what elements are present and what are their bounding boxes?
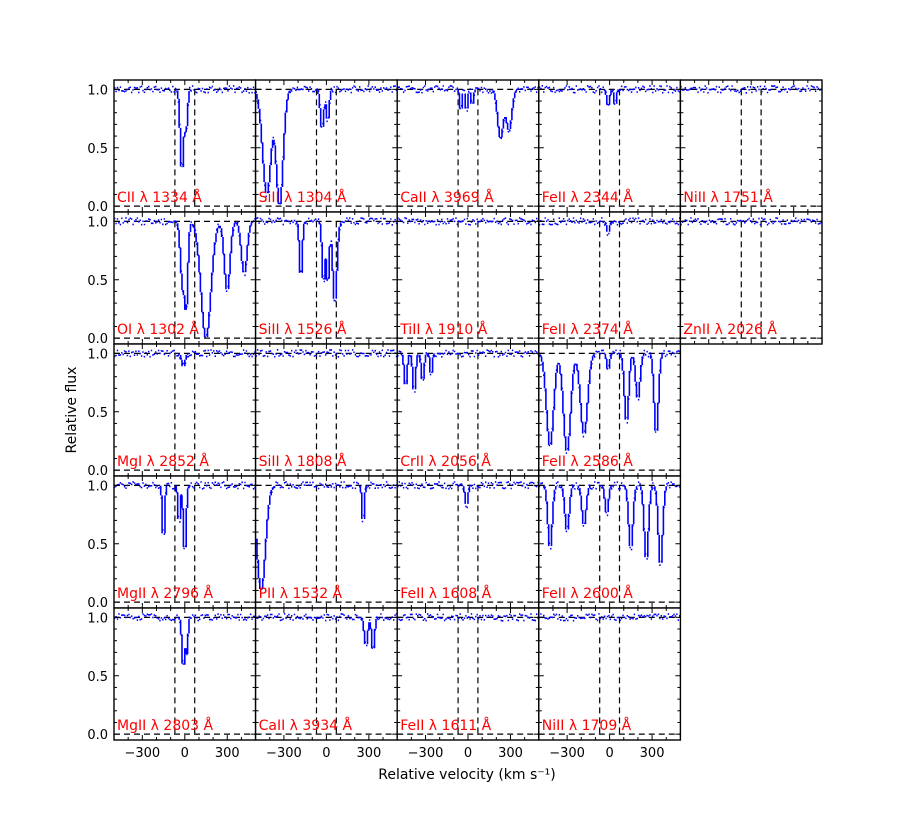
x-tick-label: 300 (640, 746, 665, 761)
x-tick-label: 300 (498, 746, 523, 761)
x-tick-label: 0 (605, 746, 613, 761)
spectrum-panel: FeII λ 2586 Å (538, 343, 682, 477)
ion-label: MgI λ 2852 Å (117, 453, 209, 470)
ion-label: MgII λ 2803 Å (117, 717, 213, 734)
y-tick-label: 0.0 (87, 464, 108, 479)
y-tick-label: 1.0 (87, 83, 108, 98)
spectrum-panel: FeII λ 2374 Å (538, 211, 682, 345)
ion-label: CrII λ 2056 Å (400, 453, 491, 470)
blend-spectrum (494, 100, 515, 140)
x-tick-label: −300 (408, 746, 444, 761)
spectrum-panel: NiII λ 1751 Å (679, 79, 823, 213)
spectrum-panel: FeII λ 1608 Å (396, 475, 540, 609)
ion-label: SiII λ 1808 Å (259, 453, 347, 470)
spectrum-panel: FeII λ 2600 Å (538, 475, 682, 609)
ion-label: NiII λ 1751 Å (683, 189, 773, 206)
y-tick-label: 0.0 (87, 332, 108, 347)
y-tick-label: 1.0 (87, 479, 108, 494)
ion-label: MgII λ 2796 Å (117, 585, 213, 602)
blend-spectrum (541, 361, 661, 454)
spectrum-panel: SiII λ 1808 Å (254, 343, 398, 477)
y-tick-label: 0.5 (87, 538, 108, 553)
ion-label: CII λ 1334 Å (117, 189, 202, 206)
spectrum-panel: CrII λ 2056 Å (396, 343, 540, 477)
ion-label: FeII λ 2344 Å (542, 189, 633, 206)
ion-label: PII λ 1532 Å (259, 585, 343, 602)
spectrum-panel: 0.0 0.5 1.0 OI λ 1302 Å (87, 211, 257, 347)
ion-label: CaII λ 3934 Å (259, 717, 353, 734)
y-tick-label: 0.5 (87, 406, 108, 421)
ion-label: FeII λ 2586 Å (542, 453, 633, 470)
x-tick-label: −300 (266, 746, 302, 761)
ion-label: CaII λ 3969 Å (400, 189, 494, 206)
spectrum-panel: 0.0 0.5 1.0 CII λ 1334 Å (87, 79, 257, 215)
spectrum-panel: CaII λ 3969 Å (396, 79, 540, 213)
ion-label: NiII λ 1709 Å (542, 717, 632, 734)
ion-label: SiII λ 1526 Å (259, 321, 347, 338)
spectrum-panel: FeII λ 2344 Å (538, 79, 682, 213)
ion-label: OI λ 1302 Å (117, 321, 199, 338)
x-tick-label: 0 (181, 746, 189, 761)
x-tick-label: 0 (464, 746, 472, 761)
y-tick-label: 0.5 (87, 274, 108, 289)
ion-label: ZnII λ 2026 Å (683, 321, 777, 338)
spectrum-panel: TiII λ 1910 Å (396, 211, 540, 345)
blend-spectrum (545, 492, 665, 566)
ion-label: FeII λ 1608 Å (400, 585, 491, 602)
y-tick-label: 0.5 (87, 142, 108, 157)
y-tick-label: 1.0 (87, 347, 108, 362)
y-tick-label: 0.0 (87, 596, 108, 611)
y-tick-label: 0.0 (87, 200, 108, 215)
ion-label: FeII λ 2600 Å (542, 585, 633, 602)
x-tick-label: 0 (322, 746, 330, 761)
y-tick-label: 1.0 (87, 611, 108, 626)
flux-spectrum (256, 481, 398, 589)
spectrum-panel: SiII λ 1304 Å (254, 79, 398, 213)
blend-spectrum (298, 238, 340, 302)
x-tick-label: 300 (356, 746, 381, 761)
y-axis-label: Relative flux (64, 367, 80, 454)
x-tick-label: −300 (124, 746, 160, 761)
panel-grid: 0.0 0.5 1.0 CII λ 1334 Å SiII λ 1304 Å CaII λ… (87, 79, 823, 761)
x-axis-label: Relative velocity (km s⁻¹) (378, 767, 556, 783)
blend-spectrum (194, 229, 250, 338)
blend-spectrum (257, 99, 289, 205)
ion-label: SiII λ 1304 Å (259, 189, 347, 206)
y-tick-label: 1.0 (87, 215, 108, 230)
ion-label: FeII λ 1611 Å (400, 717, 491, 734)
spectrum-panel: −300 0 300 NiII λ 1709 Å (538, 607, 682, 761)
ion-label: FeII λ 2374 Å (542, 321, 633, 338)
spectrum-panel: 0.0 0.5 1.0 MgI λ 2852 Å (87, 343, 257, 479)
spectrum-panel: 0.0 0.5 1.0 MgII λ 2796 Å (87, 475, 257, 611)
y-tick-label: 0.0 (87, 728, 108, 743)
spectrum-panel: −300 0 300 FeII λ 1611 Å (396, 607, 540, 761)
spectrum-panel: SiII λ 1526 Å (254, 211, 398, 345)
x-tick-label: 300 (215, 746, 240, 761)
x-tick-label: −300 (549, 746, 585, 761)
spectrum-panel: ZnII λ 2026 Å (679, 211, 823, 345)
ion-label: TiII λ 1910 Å (399, 321, 488, 338)
y-tick-label: 0.5 (87, 670, 108, 685)
spectrum-panel: PII λ 1532 Å (254, 475, 398, 609)
